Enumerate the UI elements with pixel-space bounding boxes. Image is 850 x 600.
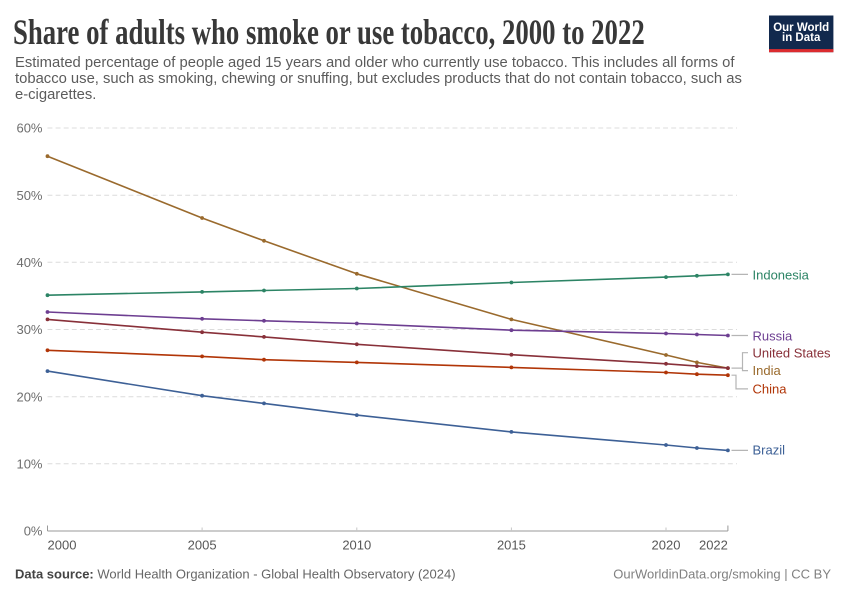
svg-text:tobacco use, such as smoking,: tobacco use, such as smoking, chewing or… bbox=[15, 71, 742, 87]
svg-text:United States: United States bbox=[753, 345, 832, 360]
svg-text:e-cigarettes.: e-cigarettes. bbox=[15, 87, 96, 103]
svg-text:50%: 50% bbox=[16, 188, 42, 203]
svg-text:2010: 2010 bbox=[342, 538, 371, 553]
svg-text:20%: 20% bbox=[16, 389, 42, 404]
svg-text:India: India bbox=[753, 363, 782, 378]
svg-text:30%: 30% bbox=[16, 322, 42, 337]
svg-text:Estimated percentage of people: Estimated percentage of people aged 15 y… bbox=[15, 55, 735, 71]
svg-text:Indonesia: Indonesia bbox=[753, 267, 810, 282]
svg-text:2000: 2000 bbox=[48, 538, 77, 553]
svg-text:China: China bbox=[753, 382, 788, 397]
svg-text:0%: 0% bbox=[24, 524, 43, 539]
svg-text:2015: 2015 bbox=[497, 538, 526, 553]
svg-text:OurWorldinData.org/smoking | C: OurWorldinData.org/smoking | CC BY bbox=[613, 567, 831, 582]
svg-text:Our World: Our World bbox=[773, 22, 829, 34]
svg-text:2005: 2005 bbox=[188, 538, 217, 553]
svg-text:60%: 60% bbox=[16, 121, 42, 136]
svg-text:in Data: in Data bbox=[782, 32, 821, 44]
svg-text:2022: 2022 bbox=[699, 538, 728, 553]
svg-text:Brazil: Brazil bbox=[753, 443, 786, 458]
svg-text:2020: 2020 bbox=[652, 538, 681, 553]
svg-text:Share of adults who smoke or u: Share of adults who smoke or use tobacco… bbox=[13, 12, 645, 52]
svg-text:40%: 40% bbox=[16, 255, 42, 270]
svg-text:Data source: World Health Orga: Data source: World Health Organization -… bbox=[15, 567, 456, 582]
svg-text:10%: 10% bbox=[16, 456, 42, 471]
svg-text:Russia: Russia bbox=[753, 328, 794, 343]
